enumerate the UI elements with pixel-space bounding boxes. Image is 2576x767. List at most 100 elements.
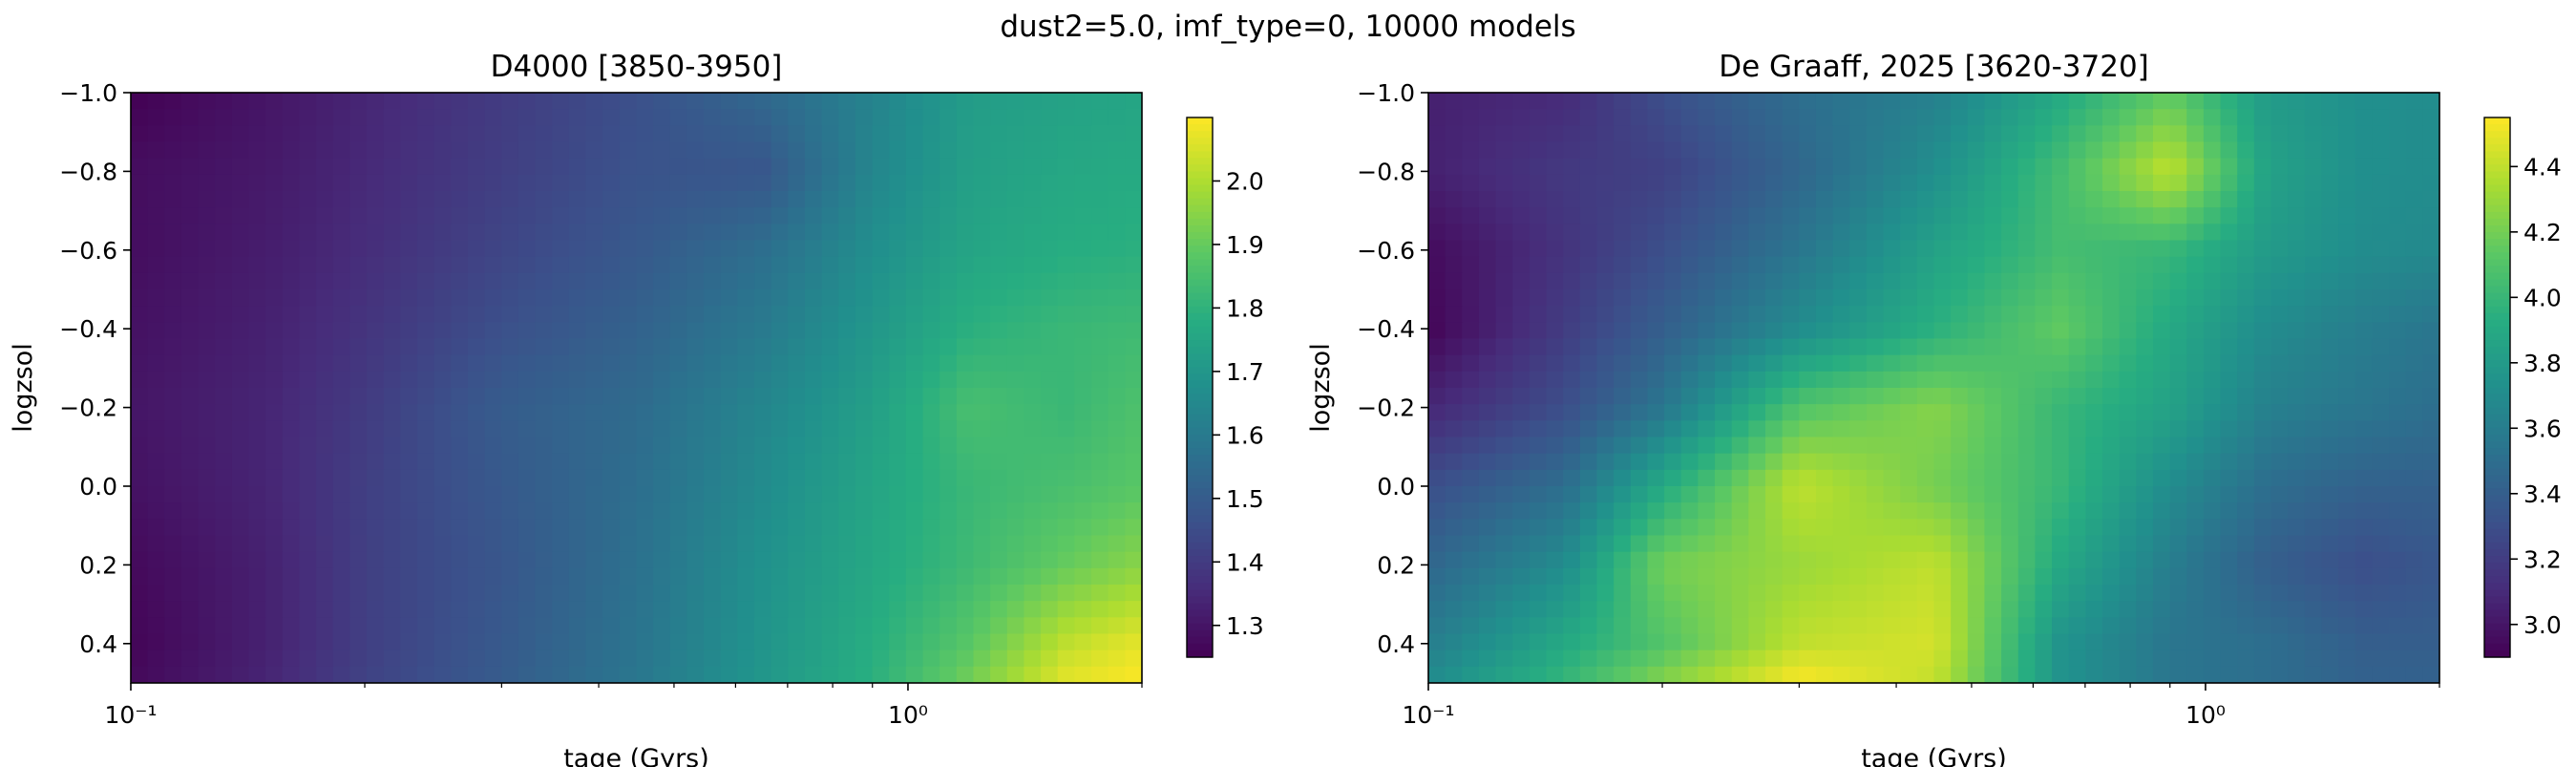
degraaff-heatmap-cell — [2035, 289, 2053, 307]
d4000-heatmap-cell — [704, 191, 722, 208]
d4000-heatmap-cell — [1125, 486, 1142, 503]
d4000-heatmap-cell — [248, 240, 266, 258]
degraaff-heatmap-cell — [1630, 109, 1649, 127]
degraaff-heatmap-cell — [2304, 240, 2323, 258]
degraaff-heatmap-cell — [1647, 650, 1665, 668]
d4000-heatmap-cell — [383, 224, 402, 242]
d4000-colorbar-segment — [1187, 184, 1213, 193]
degraaff-heatmap-cell — [2169, 141, 2188, 160]
degraaff-heatmap-cell — [2338, 585, 2356, 602]
d4000-heatmap-cell — [669, 354, 688, 373]
d4000-heatmap-cell — [198, 354, 217, 373]
d4000-heatmap-cell — [552, 420, 570, 438]
degraaff-heatmap-cell — [2405, 486, 2424, 503]
d4000-heatmap-cell — [1125, 535, 1142, 553]
degraaff-heatmap-cell — [1630, 174, 1649, 192]
d4000-heatmap-cell — [215, 191, 233, 208]
d4000-heatmap-cell — [1108, 567, 1127, 586]
degraaff-heatmap-cell — [2102, 453, 2121, 471]
d4000-colorbar-tick-label: 1.9 — [1226, 231, 1264, 259]
degraaff-heatmap-cell — [1680, 650, 1700, 668]
degraaff-heatmap-cell — [2237, 322, 2255, 340]
degraaff-heatmap-cell — [2372, 141, 2390, 160]
degraaff-heatmap-cell — [1478, 502, 1497, 521]
d4000-heatmap-cell — [215, 650, 233, 668]
degraaff-heatmap-cell — [1680, 272, 1700, 290]
degraaff-heatmap-cell — [1630, 125, 1649, 143]
d4000-heatmap-cell — [265, 256, 284, 274]
degraaff-heatmap-cell — [2354, 240, 2374, 258]
d4000-heatmap-cell — [131, 125, 149, 143]
d4000-heatmap-cell — [501, 650, 519, 668]
degraaff-heatmap-cell — [2017, 388, 2037, 405]
degraaff-heatmap-cell — [2270, 666, 2289, 683]
degraaff-heatmap-cell — [1951, 191, 1969, 208]
degraaff-colorbar-segment — [2484, 629, 2510, 638]
degraaff-heatmap-cell — [2017, 404, 2037, 422]
d4000-heatmap-cell — [821, 453, 840, 471]
degraaff-heatmap-cell — [2321, 141, 2339, 160]
degraaff-heatmap-cell — [1799, 306, 1817, 324]
d4000-heatmap-cell — [417, 174, 435, 192]
d4000-heatmap-cell — [282, 650, 301, 668]
degraaff-heatmap-cell — [1951, 519, 1969, 537]
degraaff-heatmap-cell — [1715, 633, 1733, 651]
d4000-heatmap-cell — [1057, 141, 1076, 160]
degraaff-heatmap-cell — [2220, 388, 2238, 405]
d4000-heatmap-cell — [686, 486, 705, 503]
d4000-heatmap-cell — [215, 93, 233, 110]
degraaff-heatmap-cell — [1630, 666, 1649, 683]
d4000-heatmap-cell — [1057, 93, 1076, 110]
d4000-heatmap-cell — [737, 404, 755, 422]
d4000-heatmap-cell — [417, 519, 435, 537]
d4000-heatmap-cell — [198, 224, 217, 242]
degraaff-heatmap-cell — [1614, 191, 1632, 208]
degraaff-heatmap-cell — [2001, 289, 2019, 307]
d4000-heatmap-cell — [1108, 535, 1127, 553]
d4000-heatmap-cell — [367, 388, 385, 405]
degraaff-heatmap-cell — [2052, 354, 2070, 373]
d4000-heatmap-cell — [669, 158, 688, 176]
degraaff-heatmap-cell — [1933, 567, 1952, 586]
d4000-colorbar-segment — [1187, 319, 1213, 328]
d4000-heatmap-cell — [788, 404, 806, 422]
d4000-heatmap-cell — [367, 551, 385, 569]
d4000-heatmap-cell — [501, 502, 519, 521]
d4000-heatmap-cell — [198, 240, 217, 258]
d4000-heatmap-cell — [737, 567, 755, 586]
degraaff-heatmap-cell — [2270, 420, 2289, 438]
d4000-heatmap-cell — [332, 240, 351, 258]
degraaff-heatmap-cell — [2405, 666, 2424, 683]
degraaff-heatmap-cell — [1664, 486, 1682, 503]
d4000-heatmap-cell — [552, 601, 570, 619]
d4000-heatmap-cell — [1041, 158, 1059, 176]
degraaff-heatmap-cell — [1529, 93, 1548, 110]
degraaff-heatmap-cell — [2035, 388, 2053, 405]
d4000-heatmap-cell — [1057, 207, 1076, 225]
degraaff-heatmap-cell — [2052, 585, 2070, 602]
degraaff-heatmap-cell — [1967, 404, 1986, 422]
degraaff-heatmap-cell — [2288, 519, 2306, 537]
degraaff-heatmap-cell — [2372, 338, 2390, 356]
degraaff-heatmap-cell — [2136, 256, 2154, 274]
degraaff-heatmap-cell — [2372, 633, 2390, 651]
degraaff-heatmap-cell — [2405, 93, 2424, 110]
d4000-heatmap-cell — [990, 519, 1008, 537]
degraaff-heatmap-cell — [1883, 666, 1901, 683]
degraaff-heatmap-cell — [1579, 469, 1598, 487]
degraaff-heatmap-cell — [2405, 125, 2424, 143]
d4000-heatmap-cell — [180, 322, 200, 340]
d4000-heatmap-cell — [164, 125, 182, 143]
degraaff-colorbar-segment — [2484, 279, 2510, 288]
d4000-heatmap-cell — [349, 141, 368, 160]
degraaff-heatmap-cell — [1731, 256, 1750, 274]
d4000-heatmap-cell — [922, 650, 940, 668]
degraaff-heatmap-cell — [1799, 256, 1817, 274]
degraaff-heatmap-cell — [2270, 633, 2289, 651]
degraaff-heatmap-cell — [1967, 633, 1986, 651]
degraaff-heatmap-cell — [1951, 338, 1969, 356]
degraaff-heatmap-cell — [1579, 567, 1598, 586]
d4000-heatmap-cell — [265, 535, 284, 553]
degraaff-heatmap-cell — [2220, 224, 2238, 242]
degraaff-heatmap-cell — [2422, 486, 2439, 503]
